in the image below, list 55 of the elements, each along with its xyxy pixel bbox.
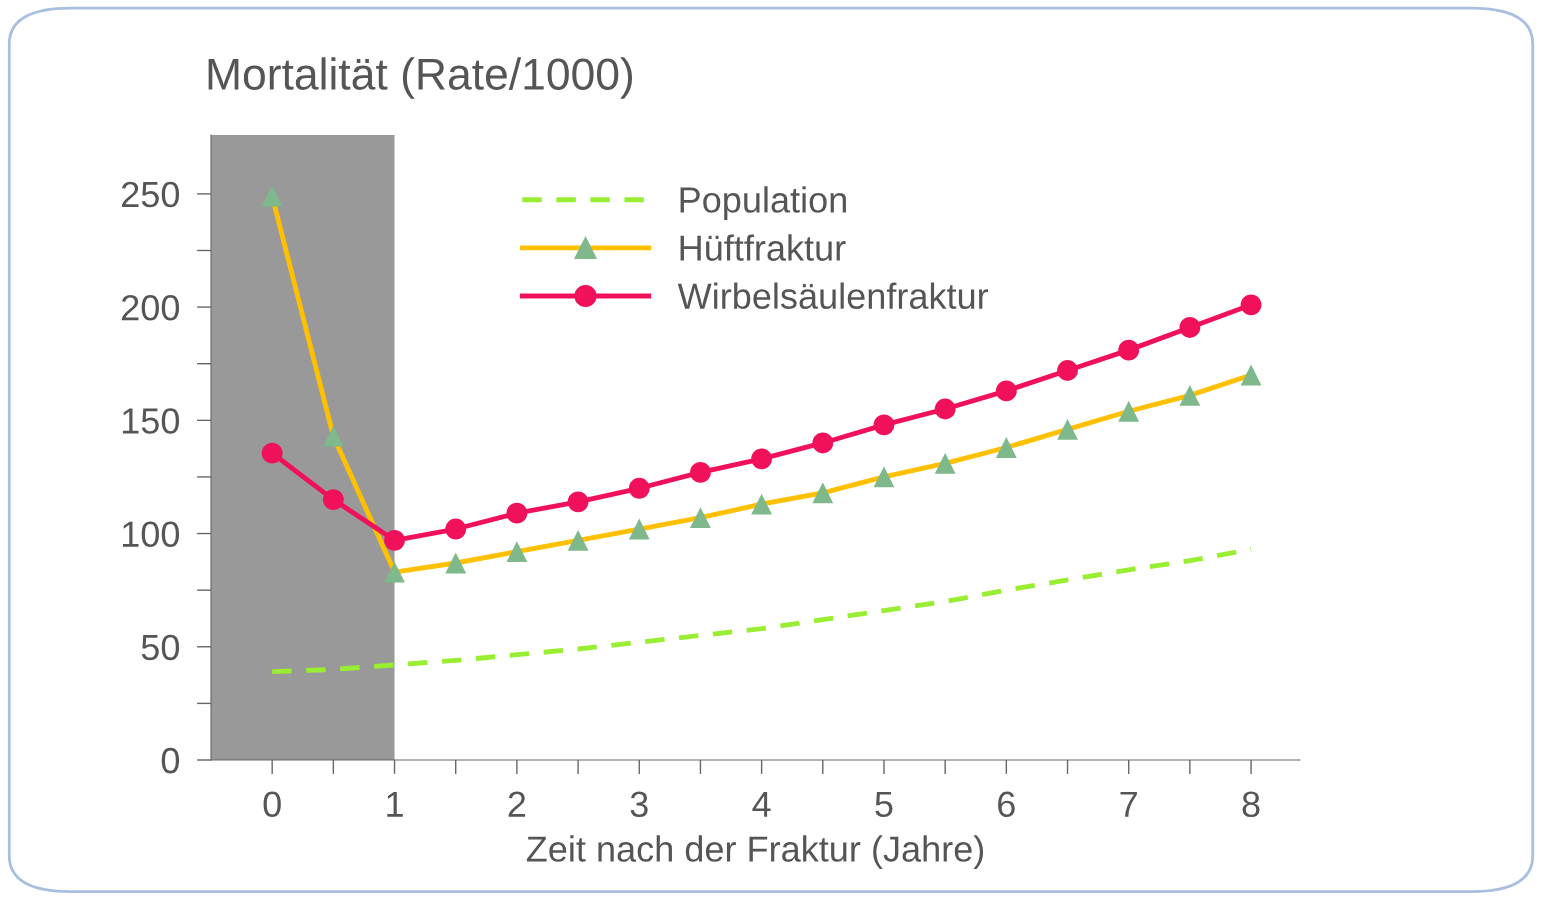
x-tick-label: 3: [630, 791, 648, 818]
point: [506, 502, 528, 524]
x-tick-label: 6: [998, 791, 1015, 818]
point: [445, 518, 467, 540]
point: [1240, 294, 1262, 316]
point: [812, 432, 834, 454]
line-series: [269, 546, 1254, 675]
x-tick-label: 5: [875, 791, 893, 818]
y-tick-label: 50: [141, 634, 180, 661]
point: [1240, 364, 1262, 386]
point: [934, 452, 956, 474]
point: [1179, 317, 1201, 338]
point: [567, 529, 589, 551]
point: [322, 489, 344, 510]
point: [506, 541, 528, 563]
point: [1057, 360, 1078, 381]
legend-label: Hüftfraktur: [680, 234, 846, 261]
x-tick-label: 8: [1242, 791, 1260, 818]
point: [690, 461, 711, 483]
point: [690, 507, 711, 529]
x-axis-title: Zeit nach der Fraktur (Jahre): [526, 835, 984, 869]
point: [322, 425, 344, 447]
y-tick-label: 100: [122, 521, 180, 547]
x-tick-label: 2: [508, 791, 526, 817]
point: [384, 529, 405, 551]
point: [1179, 385, 1201, 406]
x-tick-label: 4: [752, 791, 771, 817]
x-tick-label: 1: [387, 791, 403, 817]
point: [873, 466, 895, 488]
point: [628, 518, 650, 540]
point: [445, 552, 467, 574]
point: [261, 185, 283, 207]
chart-title: Mortalität (Rate/1000): [208, 57, 633, 99]
point: [934, 398, 956, 420]
point: [1118, 400, 1140, 422]
point: [628, 477, 650, 499]
y-tick-label: 150: [122, 408, 180, 434]
point: [261, 442, 283, 464]
point: [384, 561, 405, 583]
y-tick-label: 200: [122, 294, 180, 321]
point: [751, 493, 773, 515]
y-tick-label: 0: [161, 747, 180, 774]
point: [995, 380, 1017, 402]
x-tick-label: 7: [1120, 791, 1137, 817]
point: [567, 491, 589, 513]
point: [995, 437, 1017, 458]
x-tick-label: 0: [263, 791, 281, 818]
legend-label: Wirbelsäulenfraktur: [677, 282, 989, 309]
point: [873, 414, 895, 436]
point: [812, 482, 834, 504]
legend-label: Population: [680, 186, 846, 220]
point: [751, 448, 773, 470]
point: [1118, 339, 1140, 361]
y-tick-label: 250: [122, 181, 180, 208]
point: [1057, 418, 1078, 440]
